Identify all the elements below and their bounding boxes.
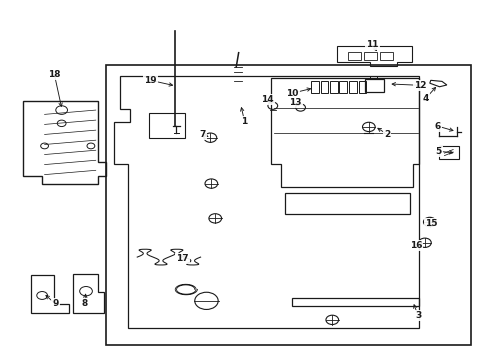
Text: 6: 6	[434, 122, 440, 131]
Text: 19: 19	[144, 76, 156, 85]
Text: 13: 13	[289, 98, 301, 107]
Text: 16: 16	[409, 241, 422, 250]
Text: 2: 2	[383, 130, 389, 139]
Text: 12: 12	[413, 81, 426, 90]
Text: 18: 18	[48, 70, 61, 79]
Text: 1: 1	[241, 117, 247, 126]
Text: 7: 7	[200, 130, 206, 139]
Text: 5: 5	[434, 147, 441, 156]
Text: 4: 4	[422, 94, 428, 103]
Text: 11: 11	[365, 40, 378, 49]
Text: 3: 3	[414, 311, 420, 320]
Text: 17: 17	[176, 254, 188, 263]
Text: 14: 14	[261, 95, 273, 104]
Text: 10: 10	[285, 89, 298, 98]
Text: 15: 15	[424, 219, 437, 228]
Text: 9: 9	[52, 299, 59, 308]
Text: 8: 8	[81, 299, 87, 308]
